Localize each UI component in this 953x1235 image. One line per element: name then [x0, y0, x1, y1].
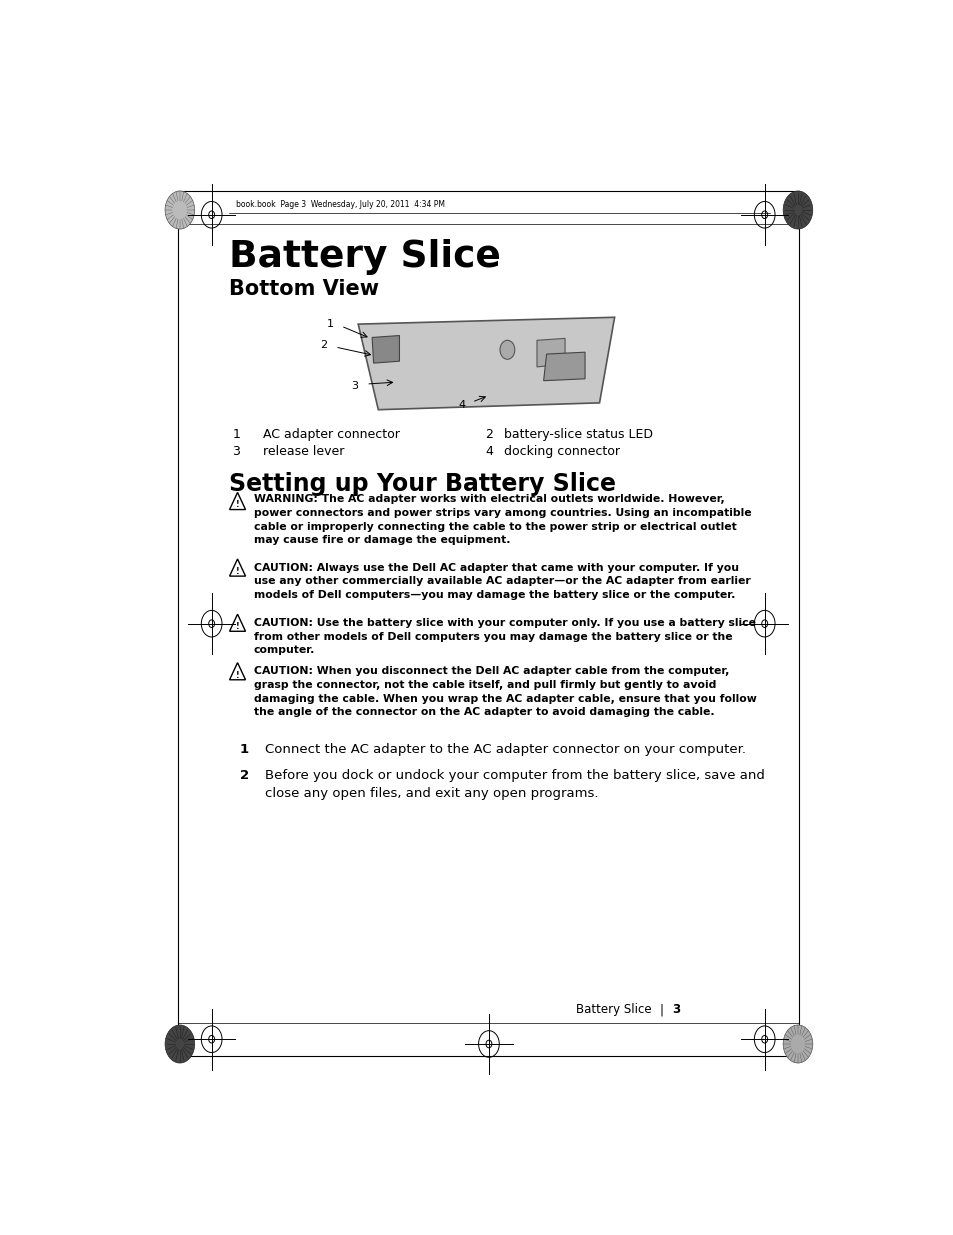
Circle shape [165, 191, 194, 228]
Circle shape [782, 1025, 812, 1063]
Text: WARNING: The AC adapter works with electrical outlets worldwide. However,
power : WARNING: The AC adapter works with elect… [253, 494, 751, 545]
Circle shape [165, 1025, 194, 1063]
Text: CAUTION: Always use the Dell AC adapter that came with your computer. If you
use: CAUTION: Always use the Dell AC adapter … [253, 563, 750, 600]
Text: Before you dock or undock your computer from the battery slice, save and
close a: Before you dock or undock your computer … [265, 769, 764, 800]
Text: 3: 3 [351, 380, 357, 391]
Text: 2: 2 [485, 429, 493, 441]
Text: book.book  Page 3  Wednesday, July 20, 2011  4:34 PM: book.book Page 3 Wednesday, July 20, 201… [235, 200, 445, 209]
Text: 1: 1 [233, 429, 240, 441]
Text: 4: 4 [485, 445, 493, 458]
Text: CAUTION: Use the battery slice with your computer only. If you use a battery sli: CAUTION: Use the battery slice with your… [253, 618, 755, 656]
Text: battery-slice status LED: battery-slice status LED [503, 429, 652, 441]
Text: !: ! [235, 500, 239, 510]
Text: Bottom View: Bottom View [229, 279, 378, 299]
Text: 2: 2 [319, 340, 327, 350]
Text: 2: 2 [239, 769, 249, 782]
Text: |: | [659, 1003, 662, 1016]
Text: !: ! [235, 567, 239, 576]
Polygon shape [357, 317, 614, 410]
Text: !: ! [235, 671, 239, 679]
Text: release lever: release lever [263, 445, 344, 458]
Text: !: ! [235, 622, 239, 631]
Text: AC adapter connector: AC adapter connector [263, 429, 400, 441]
Text: 3: 3 [672, 1003, 679, 1016]
Text: Battery Slice: Battery Slice [229, 238, 500, 274]
Polygon shape [537, 338, 564, 367]
Polygon shape [543, 352, 584, 380]
Text: Connect the AC adapter to the AC adapter connector on your computer.: Connect the AC adapter to the AC adapter… [265, 743, 745, 757]
Text: 3: 3 [233, 445, 240, 458]
Circle shape [782, 191, 812, 228]
Text: Battery Slice: Battery Slice [576, 1003, 651, 1016]
Circle shape [499, 341, 515, 359]
Text: Setting up Your Battery Slice: Setting up Your Battery Slice [229, 472, 615, 495]
Text: 1: 1 [239, 743, 249, 757]
Text: 1: 1 [327, 319, 334, 329]
Polygon shape [372, 336, 399, 363]
Text: 4: 4 [457, 400, 465, 410]
Text: CAUTION: When you disconnect the Dell AC adapter cable from the computer,
grasp : CAUTION: When you disconnect the Dell AC… [253, 667, 756, 718]
Text: docking connector: docking connector [503, 445, 619, 458]
